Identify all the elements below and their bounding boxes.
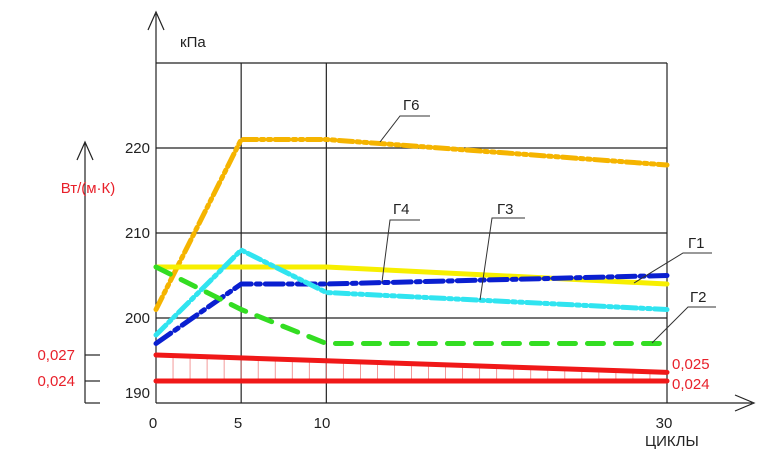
y2-tick-0027: 0,027	[37, 347, 75, 364]
label-g4: Г4	[393, 201, 409, 218]
y-axis-label: кПа	[180, 34, 206, 51]
y2-axis-label: Вт/(м·К)	[61, 180, 116, 197]
series-line-3	[153, 273, 670, 346]
x-axis-label: ЦИКЛЫ	[645, 433, 699, 450]
y-axis-arrow	[147, 10, 165, 31]
x-axis-arrow	[734, 394, 756, 412]
label-leaders	[379, 115, 716, 344]
label-g3: Г3	[497, 201, 513, 218]
axes	[76, 10, 756, 412]
y-tick-210: 210	[125, 225, 150, 242]
label-g1: Г1	[688, 235, 704, 252]
x-tick-30: 30	[656, 415, 673, 432]
y-tick-200: 200	[125, 310, 150, 327]
series-line-1	[153, 137, 670, 312]
y2-axis-arrow	[76, 140, 94, 161]
red-upper-end-label: 0,025	[672, 356, 710, 373]
grid	[156, 62, 668, 403]
series-red-0	[153, 352, 670, 375]
series-line-4	[153, 247, 670, 338]
leader-g6	[379, 115, 430, 143]
y-tick-190: 190	[125, 385, 150, 402]
x-tick-0: 0	[149, 415, 157, 432]
y-tick-220: 220	[125, 140, 150, 157]
leader-g3	[479, 217, 525, 301]
leader-g4	[381, 219, 420, 283]
series-line-5	[153, 264, 670, 346]
y2-tick-0024: 0,024	[37, 373, 75, 390]
label-g6: Г6	[403, 97, 419, 114]
leader-g1	[633, 252, 712, 284]
x-tick-5: 5	[234, 415, 242, 432]
x-tick-10: 10	[314, 415, 331, 432]
label-g2: Г2	[690, 289, 706, 306]
leader-g2	[651, 306, 716, 344]
red-lower-end-label: 0,024	[672, 376, 710, 393]
series-layer	[153, 137, 670, 384]
